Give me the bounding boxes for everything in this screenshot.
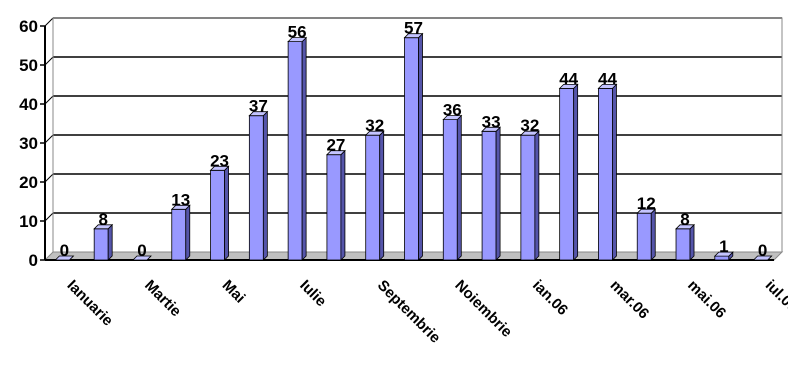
y-axis-ticks: 0 10 20 30 40 50 60 bbox=[19, 17, 45, 270]
x-tick-label-iul.06: iul.06 bbox=[762, 277, 788, 316]
x-tick-label-Septembrie: Septembrie bbox=[374, 277, 444, 347]
gridline-side-20 bbox=[44, 173, 54, 183]
bar-Martie bbox=[132, 255, 152, 261]
data-label-Mai: 23 bbox=[210, 151, 229, 170]
x-tick-label-mar.06: mar.06 bbox=[607, 277, 653, 323]
bar-Decembrie bbox=[481, 126, 502, 261]
bar-mar.06 bbox=[597, 83, 618, 261]
bar-Iunie bbox=[248, 110, 269, 261]
y-tick-label-40: 40 bbox=[19, 95, 38, 114]
x-tick-label-Ianuarie: Ianuarie bbox=[64, 277, 117, 330]
data-label-ian.06: 32 bbox=[520, 116, 539, 135]
bar-Iulie bbox=[287, 36, 308, 261]
data-label-Februarie: 8 bbox=[98, 210, 107, 229]
gridline-side-50 bbox=[44, 56, 54, 66]
data-label-Septembrie: 32 bbox=[365, 116, 384, 135]
bar-August bbox=[325, 149, 346, 261]
bar-apr.06 bbox=[636, 208, 657, 261]
bar-Octombrie bbox=[403, 32, 424, 261]
y-tick-label-10: 10 bbox=[19, 212, 38, 231]
bar-mai.06 bbox=[675, 223, 695, 261]
bar-Septembrie bbox=[364, 130, 385, 261]
data-label-mar.06: 44 bbox=[598, 69, 617, 88]
gridline-side-30 bbox=[44, 134, 54, 144]
data-label-Iulie: 56 bbox=[288, 23, 307, 42]
bar-Aprilie bbox=[170, 204, 191, 261]
bar-ian.06 bbox=[519, 130, 540, 261]
bar-Februarie bbox=[93, 223, 114, 261]
data-label-Noiembrie: 36 bbox=[443, 101, 462, 120]
x-axis-labels: Ianuarie Martie Mai Iulie Septembrie Noiembri… bbox=[64, 277, 788, 347]
y-tick-label-20: 20 bbox=[19, 173, 38, 192]
y-tick-label-60: 60 bbox=[19, 17, 38, 36]
data-label-Iunie: 37 bbox=[249, 97, 268, 116]
bar-iun.06 bbox=[713, 251, 734, 261]
data-labels: 0 8 0 13 23 37 56 27 32 57 36 33 32 44 44 12 8 1 0 bbox=[60, 19, 768, 260]
bar-Mai bbox=[209, 165, 230, 261]
gridline-side-60 bbox=[44, 17, 54, 27]
bar-feb.06 bbox=[558, 83, 579, 261]
x-tick-label-Iulie: Iulie bbox=[296, 277, 329, 310]
data-label-feb.06: 44 bbox=[559, 69, 578, 88]
bar-Noiembrie bbox=[442, 114, 463, 261]
data-label-Octombrie: 57 bbox=[404, 19, 423, 38]
data-label-Aprilie: 13 bbox=[171, 190, 190, 209]
data-label-August: 27 bbox=[326, 136, 345, 155]
bar-iul.06 bbox=[752, 255, 773, 261]
x-tick-label-ian.06: ian.06 bbox=[529, 277, 571, 319]
y-tick-label-30: 30 bbox=[19, 134, 38, 153]
bar-Ianuarie bbox=[54, 255, 75, 261]
gridline-side-10 bbox=[44, 212, 54, 222]
x-tick-label-Noiembrie: Noiembrie bbox=[451, 277, 515, 341]
data-label-apr.06: 12 bbox=[637, 194, 656, 213]
gridline-side-40 bbox=[44, 95, 54, 105]
x-tick-label-mai.06: mai.06 bbox=[684, 277, 729, 322]
data-label-Decembrie: 33 bbox=[482, 112, 501, 131]
y-tick-label-50: 50 bbox=[19, 56, 38, 75]
data-label-Martie: 0 bbox=[137, 241, 146, 260]
x-tick-label-Martie: Martie bbox=[141, 277, 184, 320]
data-label-Ianuarie: 0 bbox=[60, 241, 69, 260]
data-label-iun.06: 1 bbox=[719, 237, 728, 256]
data-label-iul.06: 0 bbox=[758, 241, 767, 260]
x-tick-label-Mai: Mai bbox=[219, 277, 249, 307]
y-tick-label-0: 0 bbox=[29, 251, 38, 270]
bars bbox=[54, 32, 773, 261]
data-label-mai.06: 8 bbox=[680, 210, 689, 229]
